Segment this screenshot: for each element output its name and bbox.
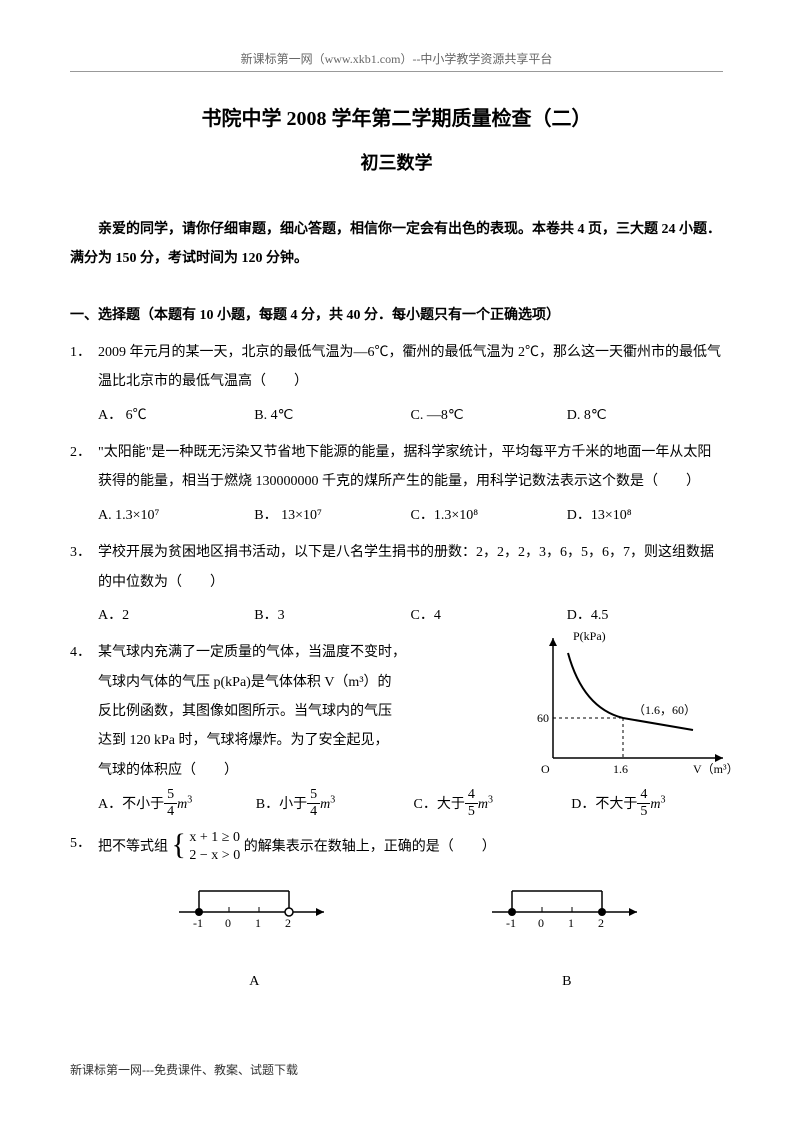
q5-label-a: A bbox=[169, 967, 339, 996]
q3-option-c: C．4 bbox=[411, 601, 567, 630]
q4-option-d: D．不大于45m3 bbox=[571, 789, 723, 821]
title-sub: 初三数学 bbox=[70, 149, 723, 175]
q5-numberline-b: -1 0 1 2 B bbox=[482, 877, 652, 996]
q2-option-d: D．13×10⁸ bbox=[567, 501, 723, 530]
q5-post: 的解集表示在数轴上，正确的是（ ） bbox=[244, 839, 496, 854]
q1-option-a: A． 6℃ bbox=[98, 401, 254, 430]
q4-chart: P(kPa) V（m³） 60 1.6 O （1.6，60） bbox=[533, 628, 743, 788]
q5-numberline-a: -1 0 1 2 A bbox=[169, 877, 339, 996]
q1-text: 2009 年元月的某一天，北京的最低气温为—6℃，衢州的最低气温为 2℃，那么这… bbox=[70, 338, 723, 397]
q1-option-d: D. 8℃ bbox=[567, 401, 723, 430]
page-footer: 新课标第一网---免费课件、教案、试题下载 bbox=[70, 1061, 298, 1078]
svg-text:2: 2 bbox=[598, 916, 604, 927]
q3-option-d: D．4.5 bbox=[567, 601, 723, 630]
q3-text: 学校开展为贫困地区捐书活动，以下是八名学生捐书的册数：2，2，2，3，6，5，6… bbox=[70, 538, 723, 597]
q5-pre: 把不等式组 bbox=[98, 839, 168, 854]
q4-option-b: B．小于54m3 bbox=[256, 789, 408, 821]
q5-label-b: B bbox=[482, 967, 652, 996]
q2-number: 2． bbox=[70, 438, 91, 467]
question-2: 2． "太阳能"是一种既无污染又节省地下能源的能量，据科学家统计，平均每平方千米… bbox=[70, 438, 723, 530]
svg-text:1: 1 bbox=[568, 916, 574, 927]
page-header: 新课标第一网（www.xkb1.com）--中小学教学资源共享平台 bbox=[70, 50, 723, 72]
q1-option-b: B. 4℃ bbox=[254, 401, 410, 430]
q5-number: 5． bbox=[70, 829, 91, 858]
q4-option-a: A．不小于54m3 bbox=[98, 789, 250, 821]
svg-text:（1.6，60）: （1.6，60） bbox=[633, 703, 696, 717]
title-main: 书院中学 2008 学年第二学期质量检查（二） bbox=[70, 102, 723, 131]
svg-text:1: 1 bbox=[255, 916, 261, 927]
svg-text:-1: -1 bbox=[193, 916, 203, 927]
q2-option-a: A. 1.3×10⁷ bbox=[98, 501, 254, 530]
section-title: 一、选择题（本题有 10 小题，每题 4 分，共 40 分．每小题只有一个正确选… bbox=[70, 304, 723, 324]
svg-text:2: 2 bbox=[285, 916, 291, 927]
question-3: 3． 学校开展为贫困地区捐书活动，以下是八名学生捐书的册数：2，2，2，3，6，… bbox=[70, 538, 723, 630]
intro-text: 亲爱的同学，请你仔细审题，细心答题，相信你一定会有出色的表现。本卷共 4 页，三… bbox=[70, 215, 723, 274]
q1-number: 1． bbox=[70, 338, 91, 367]
question-1: 1． 2009 年元月的某一天，北京的最低气温为—6℃，衢州的最低气温为 2℃，… bbox=[70, 338, 723, 430]
q5-eq1: x + 1 ≥ 0 bbox=[189, 829, 240, 847]
svg-text:P(kPa): P(kPa) bbox=[573, 629, 606, 643]
q5-eq2: 2 − x > 0 bbox=[189, 847, 240, 865]
q4-number: 4． bbox=[70, 638, 91, 667]
svg-text:O: O bbox=[541, 762, 550, 776]
q4-option-c: C．大于45m3 bbox=[414, 789, 566, 821]
q3-option-b: B．3 bbox=[254, 601, 410, 630]
q3-option-a: A．2 bbox=[98, 601, 254, 630]
svg-text:0: 0 bbox=[538, 916, 544, 927]
svg-text:1.6: 1.6 bbox=[613, 762, 628, 776]
svg-text:60: 60 bbox=[537, 711, 549, 725]
q2-option-c: C．1.3×10⁸ bbox=[411, 501, 567, 530]
question-5: 5． 把不等式组 { x + 1 ≥ 0 2 − x > 0 的解集表示在数轴上… bbox=[70, 829, 723, 996]
q2-option-b: B． 13×10⁷ bbox=[254, 501, 410, 530]
q2-text: "太阳能"是一种既无污染又节省地下能源的能量，据科学家统计，平均每平方千米的地面… bbox=[70, 438, 723, 497]
q3-number: 3． bbox=[70, 538, 91, 567]
q1-option-c: C. —8℃ bbox=[411, 401, 567, 430]
question-4: 4． 某气球内充满了一定质量的气体，当温度不变时， 气球内气体的气压 p(kPa… bbox=[70, 638, 723, 821]
svg-text:-1: -1 bbox=[506, 916, 516, 927]
svg-text:0: 0 bbox=[225, 916, 231, 927]
svg-text:V（m³）: V（m³） bbox=[693, 762, 739, 776]
